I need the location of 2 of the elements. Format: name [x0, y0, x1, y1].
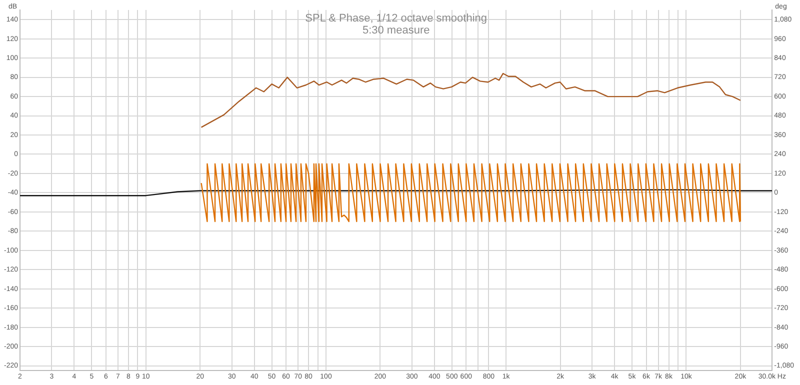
chart-title: SPL & Phase, 1/12 octave smoothing — [305, 12, 487, 25]
text: 5:30 measure — [362, 24, 430, 37]
